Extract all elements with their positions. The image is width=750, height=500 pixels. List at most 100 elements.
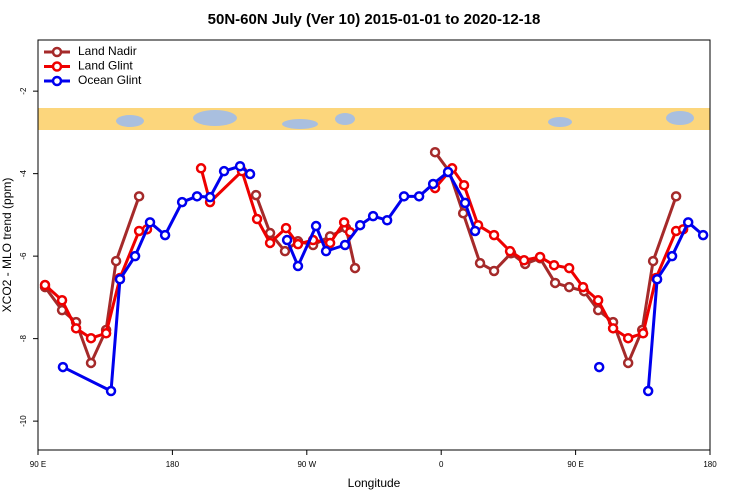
data-point	[338, 217, 350, 228]
data-point	[398, 191, 410, 202]
data-point	[577, 281, 589, 293]
data-point	[110, 255, 122, 267]
data-point	[292, 260, 304, 272]
y-axis-label: XCO2 - MLO trend (ppm)	[0, 178, 14, 313]
data-point	[85, 332, 97, 344]
data-point	[159, 229, 171, 241]
data-point	[563, 262, 575, 274]
data-point	[607, 323, 619, 334]
data-point	[488, 265, 500, 277]
data-point	[549, 277, 561, 289]
data-point	[133, 191, 145, 202]
data-point	[191, 191, 203, 202]
y-tick-label: -6	[19, 252, 28, 260]
data-point	[176, 196, 188, 208]
series-line	[433, 165, 684, 340]
data-point	[56, 295, 68, 306]
data-point	[670, 191, 682, 202]
legend-marker	[51, 61, 63, 72]
data-point	[429, 146, 441, 158]
data-point	[144, 217, 156, 228]
data-point	[457, 207, 469, 219]
data-point	[642, 385, 654, 397]
x-tick-label: 90 E	[30, 460, 46, 469]
data-point	[310, 220, 322, 232]
data-point	[682, 217, 694, 228]
legend-marker	[51, 75, 63, 87]
series-line	[285, 169, 477, 270]
data-point	[367, 210, 379, 222]
data-point	[593, 361, 605, 373]
y-tick-label: -8	[19, 335, 28, 343]
data-point	[697, 229, 709, 241]
data-point	[250, 189, 262, 201]
data-point	[469, 225, 481, 237]
data-point	[622, 357, 634, 369]
data-point	[100, 328, 112, 339]
y-tick-label: -2	[19, 87, 28, 95]
data-point	[518, 255, 530, 266]
data-point	[354, 219, 366, 231]
data-point	[488, 229, 500, 241]
data-point	[57, 361, 69, 373]
data-point	[70, 323, 82, 334]
data-point	[647, 255, 659, 267]
y-tick-label: -10	[19, 415, 28, 427]
data-point	[563, 281, 575, 293]
data-point	[280, 222, 292, 234]
data-point	[666, 250, 678, 262]
data-point	[279, 245, 291, 257]
legend-label: Land Glint	[78, 59, 133, 73]
data-point	[39, 279, 51, 291]
data-point	[548, 259, 560, 271]
data-point	[85, 357, 97, 369]
data-point	[381, 215, 393, 226]
map-band	[38, 108, 710, 130]
data-point	[264, 237, 276, 249]
data-point	[339, 239, 351, 251]
data-point	[504, 245, 516, 257]
data-point	[442, 166, 454, 178]
data-point	[592, 295, 604, 306]
data-point	[320, 245, 332, 257]
legend-label: Land Nadir	[78, 44, 137, 58]
series-line	[62, 164, 251, 394]
data-point	[244, 168, 256, 180]
x-axis-label: Longitude	[348, 476, 401, 490]
legend-marker	[51, 46, 63, 58]
data-point	[651, 273, 663, 285]
y-tick-label: -4	[19, 170, 28, 178]
series-line	[44, 227, 148, 340]
data-point	[281, 234, 293, 246]
data-point	[218, 165, 230, 177]
x-tick-label: 180	[166, 460, 180, 469]
data-point	[195, 163, 207, 174]
data-point	[292, 238, 304, 250]
data-point	[105, 385, 117, 397]
data-point	[458, 179, 470, 191]
data-point	[459, 197, 471, 209]
data-point	[234, 160, 246, 172]
data-point	[427, 178, 439, 190]
data-point	[349, 262, 361, 274]
data-point	[413, 191, 425, 202]
data-point	[474, 257, 486, 269]
data-point	[251, 213, 263, 225]
x-tick-label: 0	[439, 460, 444, 469]
data-point	[129, 250, 141, 262]
data-point	[324, 237, 336, 249]
data-point	[637, 328, 649, 339]
data-point	[114, 273, 126, 285]
x-tick-label: 90 W	[297, 460, 316, 469]
data-point	[204, 191, 216, 203]
x-tick-label: 180	[703, 460, 717, 469]
legend-label: Ocean Glint	[78, 73, 142, 87]
data-point	[622, 332, 634, 344]
series	[57, 160, 709, 397]
chart-title: 50N-60N July (Ver 10) 2015-01-01 to 2020…	[208, 11, 541, 28]
plot-frame	[37, 39, 711, 451]
data-point	[534, 251, 546, 263]
x-tick-label: 90 E	[567, 460, 583, 469]
